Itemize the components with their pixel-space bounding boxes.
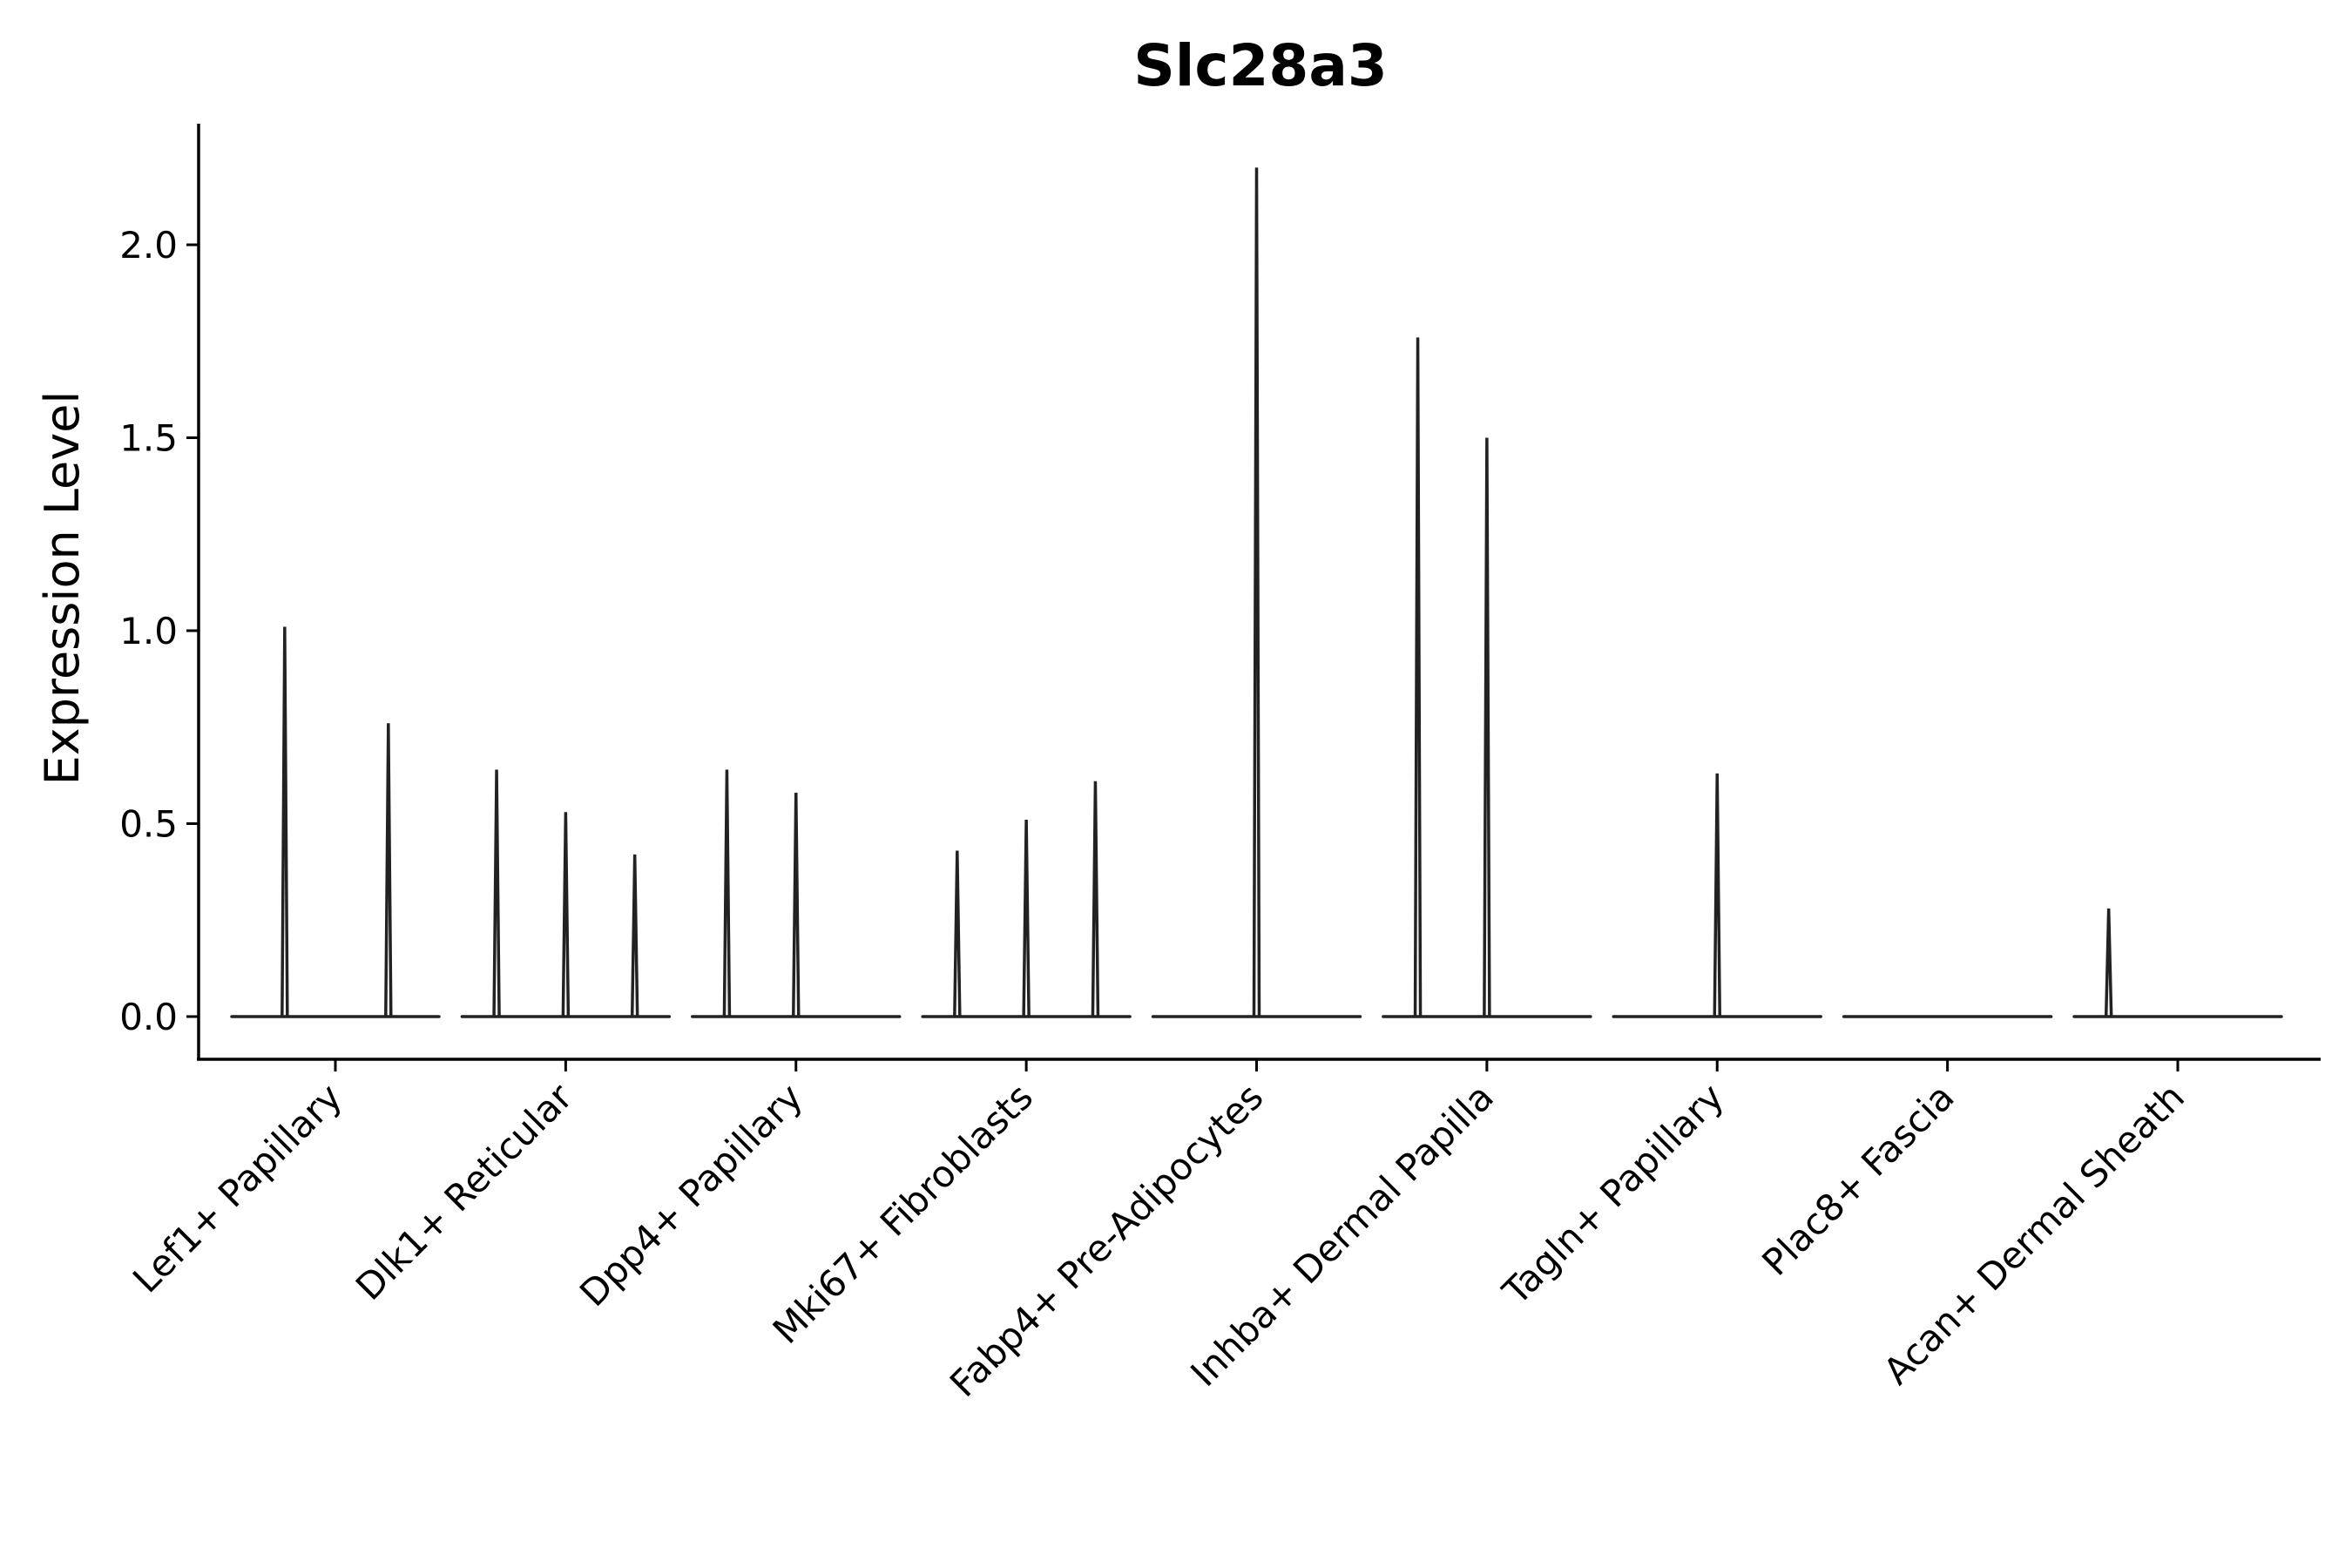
violin-9	[2072, 908, 2283, 1018]
y-axis-label: Expression Level	[35, 391, 90, 786]
x-tick-label: Dpp4+ Papillary	[571, 1075, 811, 1315]
violin-2	[460, 769, 672, 1018]
x-tick-label: Mki67+ Fibroblasts	[765, 1075, 1041, 1351]
y-tick-label: 1.5	[119, 417, 178, 460]
violin-7	[1612, 773, 1822, 1018]
violin-1	[230, 626, 441, 1018]
x-tick-label: Dlk1+ Reticular	[348, 1075, 581, 1308]
x-tick-label: Plac8+ Fascia	[1754, 1075, 1962, 1283]
x-tick-label: Lef1+ Papillary	[125, 1075, 350, 1301]
violin-6	[1382, 337, 1592, 1018]
y-tick-label: 0.0	[119, 996, 178, 1038]
violin-4	[921, 781, 1132, 1018]
y-tick-label: 0.5	[119, 803, 178, 846]
violin-3	[691, 769, 902, 1018]
x-tick-label: Tagln+ Papillary	[1494, 1075, 1732, 1313]
y-tick-label: 2.0	[119, 224, 178, 267]
chart-title: Slc28a3	[1133, 32, 1388, 99]
y-axis-ticks: 0.0 0.5 1.0 1.5 2.0	[119, 224, 199, 1038]
violin-series	[230, 167, 2283, 1018]
y-tick-label: 1.0	[119, 610, 178, 652]
violin-5	[1151, 167, 1362, 1018]
